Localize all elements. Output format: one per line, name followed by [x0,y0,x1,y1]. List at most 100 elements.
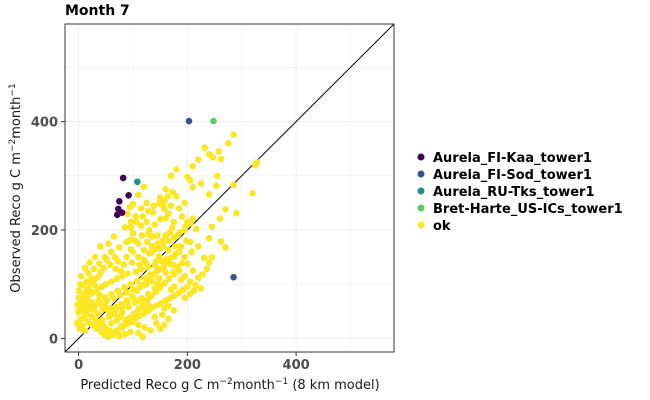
data-point [210,117,217,125]
data-point [135,305,142,313]
data-point [78,272,85,280]
data-point [134,178,141,186]
data-point [175,267,183,274]
legend: Aurela_FI-Kaa_tower1 Aurela_FI-Sod_tower1… [417,151,623,234]
grid-lines [65,24,394,352]
data-point [75,309,82,316]
data-point [90,265,98,273]
data-point [230,131,237,138]
data-point [113,327,120,334]
data-point [194,156,202,163]
data-point [181,199,188,207]
data-point [143,297,151,304]
data-point [124,210,131,218]
data-point [101,293,108,301]
data-point [184,260,191,267]
data-point [209,154,217,161]
data-point [155,199,163,207]
data-point [192,225,200,233]
data-point [162,186,169,193]
data-point [81,327,89,335]
y-axis-title: Observed Reco g C m−2month−1 [8,83,24,292]
data-point [167,202,175,209]
data-point [105,313,113,321]
data-point [73,319,81,327]
data-point [117,267,125,275]
data-point [135,253,142,261]
data-point [117,300,125,308]
data-point [159,237,167,245]
data-point [201,144,209,151]
data-point [186,176,194,184]
data-point [110,233,118,240]
data-point [154,280,162,288]
data-point [76,325,83,332]
data-point [81,264,89,272]
data-point [116,197,123,205]
data-point [161,279,168,287]
data-point [194,242,202,250]
data-point [189,183,197,191]
data-point [129,229,137,237]
legend-label: Bret-Harte_US-ICs_tower1 [433,202,623,217]
data-point [167,286,175,293]
data-point [75,294,82,302]
data-point [171,234,178,241]
data-point [187,220,194,227]
data-point [140,183,148,190]
data-point [155,253,163,260]
data-point [126,328,134,336]
data-point [181,272,188,280]
data-point [105,240,112,247]
data-point [113,317,120,324]
data-point [159,311,166,318]
data-point [134,287,141,295]
data-point [176,228,184,236]
data-point [249,189,256,197]
data-point [149,248,156,256]
data-point [118,309,126,316]
data-point [123,316,130,323]
data-point [113,275,120,283]
data-point [184,283,191,291]
data-point [253,158,261,166]
data-point [153,319,160,327]
data-point [107,278,115,285]
plot-border [64,23,395,353]
data-point [121,224,129,231]
legend-key [417,221,425,229]
data-point [107,319,115,327]
data-point [185,117,193,125]
data-point [148,242,156,250]
data-point [186,278,194,285]
data-point [172,242,179,250]
data-point [170,261,178,269]
x-axis: 0 200 400 [74,352,310,373]
data-point [101,253,108,261]
data-point [114,287,122,295]
data-point [127,218,135,226]
data-point [112,265,119,273]
data-point [188,248,196,256]
data-point [100,264,107,272]
data-point [150,271,157,278]
data-point [132,213,139,220]
data-point [128,292,136,300]
data-point [215,148,223,155]
data-point [217,155,225,163]
data-point [177,242,185,250]
y-tick-label: 400 [31,116,58,131]
data-point [106,261,114,269]
data-point [107,290,115,298]
data-point [132,218,140,226]
data-point [95,291,103,299]
data-point [123,253,130,261]
data-point [170,306,178,314]
y-axis: 0 200 400 [31,116,65,347]
data-point [232,209,240,217]
data-point [87,301,94,309]
data-point [131,237,139,245]
data-point [90,306,98,314]
legend-key [417,204,425,212]
data-point [205,259,213,266]
